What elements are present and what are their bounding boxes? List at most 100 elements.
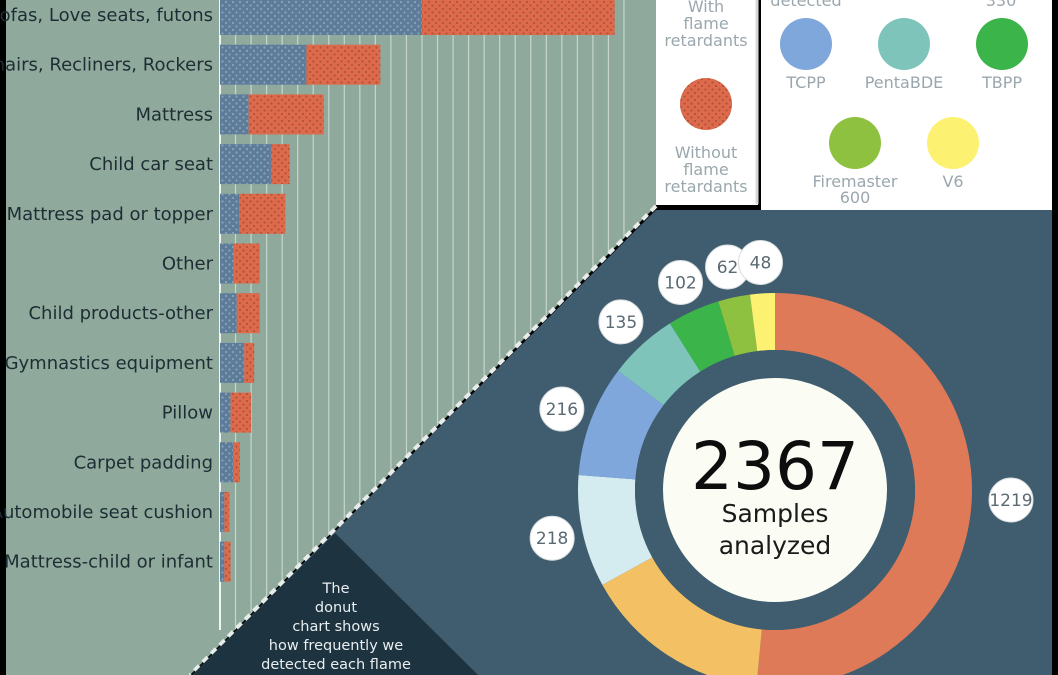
category-label: Chairs, Recliners, Rockers — [0, 55, 213, 76]
bar-without-flame-retardants — [236, 293, 260, 334]
bar-with-flame-retardants — [220, 541, 225, 582]
bar-without-flame-retardants — [239, 193, 286, 234]
note-line: The — [322, 581, 350, 597]
category-label: Automobile seat cushion — [0, 502, 213, 523]
note-line: chart shows — [292, 619, 379, 635]
legend-without-swatch — [680, 78, 732, 130]
donut-center-disc — [663, 378, 887, 602]
bubble-value: 135 — [605, 313, 637, 333]
bar-without-flame-retardants — [224, 492, 230, 532]
legend-partial-value: 330 — [986, 0, 1017, 10]
donut-slice — [749, 293, 775, 352]
bar-with-flame-retardants — [220, 44, 307, 85]
bubble-circle — [598, 299, 644, 345]
flame-legend-swatch — [927, 117, 979, 169]
legend-without-label: Without — [675, 143, 738, 162]
category-label: Other — [162, 254, 214, 275]
center-label: Samples — [722, 499, 829, 528]
legend-with-label: flame — [683, 14, 728, 33]
bar-without-flame-retardants — [244, 342, 255, 383]
bar-without-flame-retardants — [233, 442, 240, 483]
donut-slice — [718, 294, 758, 356]
bubble-value: 216 — [546, 400, 578, 420]
bar-with-flame-retardants — [220, 293, 237, 334]
bar-without-flame-retardants — [224, 541, 231, 582]
legend-with-label: With — [688, 0, 724, 16]
bar-with-flame-retardants — [220, 442, 234, 483]
bar-without-flame-retardants — [230, 392, 252, 433]
legend-with-label: retardants — [664, 31, 747, 50]
flame-legend-label: V6 — [942, 172, 963, 191]
donut-slice — [669, 301, 735, 372]
bar-with-flame-retardants — [220, 144, 271, 185]
diagonal-divider — [188, 204, 658, 675]
legend-without-label: retardants — [664, 177, 747, 196]
bar-series — [220, 0, 615, 582]
category-label: Mattress pad or topper — [7, 204, 214, 225]
bubble-value: 218 — [536, 529, 568, 549]
bubble-circle — [529, 515, 575, 561]
legend-partial-label: detected — [770, 0, 841, 10]
category-label: Child products-other — [28, 303, 213, 324]
center-label: analyzed — [719, 531, 832, 560]
category-label: Mattress-child or infant — [4, 552, 213, 573]
donut-slice — [578, 474, 653, 585]
flame-legend-swatch — [780, 18, 832, 70]
note-line: how frequently we — [269, 638, 403, 654]
category-label: Child car seat — [89, 154, 213, 175]
bar-with-flame-retardants — [220, 0, 422, 35]
donut-slice — [757, 293, 972, 675]
bar-with-flame-retardants — [220, 193, 240, 234]
flame-legend-label: TCPP — [785, 73, 826, 92]
bubble-value: 102 — [664, 274, 696, 294]
bar-without-flame-retardants — [421, 0, 615, 35]
category-label: Sofas, Love seats, futons — [0, 5, 213, 26]
slice-bubble: 1219 — [988, 477, 1034, 523]
bar-legend: WithflameretardantsWithoutflameretardant… — [664, 0, 747, 196]
bubble-value: 1219 — [989, 491, 1032, 511]
bar-with-flame-retardants — [220, 492, 225, 532]
bar-with-flame-retardants — [220, 243, 234, 284]
flame-retardant-legend: detected 330 TCPP PentaBDE TBPP Firemaster600… — [770, 0, 1028, 207]
bar-without-flame-retardants — [270, 144, 290, 185]
bubble-circle — [539, 386, 585, 432]
donut-slice — [602, 557, 762, 675]
bar-without-flame-retardants — [233, 243, 260, 284]
category-label: Carpet padding — [74, 452, 213, 473]
category-label: Mattress — [135, 104, 213, 125]
flame-legend-label: 600 — [840, 188, 871, 207]
flame-legend-swatch — [878, 18, 930, 70]
donut-slice — [578, 370, 664, 480]
donut-slice — [618, 323, 701, 406]
slice-bubble: 48 — [737, 239, 783, 285]
bar-chart-panel — [6, 0, 656, 675]
category-label: Gymnastics equipment — [5, 353, 213, 374]
bar-with-flame-retardants — [220, 342, 245, 383]
slice-bubble: 102 — [657, 260, 703, 306]
note-text: The donut chart shows how frequently we dete… — [261, 581, 411, 673]
flame-legend-label: Firemaster — [813, 172, 898, 191]
slice-bubble: 216 — [539, 386, 585, 432]
bar-with-flame-retardants — [220, 94, 249, 135]
note-line: donut — [315, 600, 357, 616]
bar-without-flame-retardants — [306, 44, 381, 85]
note-panel — [192, 533, 478, 675]
note-line: detected each flame — [261, 657, 411, 673]
bubble-circle — [737, 239, 783, 285]
category-label: Pillow — [162, 403, 213, 424]
bubble-circle — [988, 477, 1034, 523]
total-samples: 2367 — [691, 428, 859, 505]
flame-legend-label: TBPP — [981, 73, 1022, 92]
bar-without-flame-retardants — [248, 94, 324, 135]
bubble-value: 62 — [717, 258, 739, 278]
category-labels: Sofas, Love seats, futons Chairs, Recline… — [0, 5, 214, 573]
legend-without-label: flame — [683, 160, 728, 179]
donut-chart — [578, 293, 972, 675]
flame-legend-label: PentaBDE — [865, 73, 944, 92]
slice-value-bubbles: 1219 218 216 135 102 62 48 — [529, 239, 1034, 561]
bar-with-flame-retardants — [220, 392, 231, 433]
slice-bubble: 135 — [598, 299, 644, 345]
flame-legend-swatch — [829, 117, 881, 169]
